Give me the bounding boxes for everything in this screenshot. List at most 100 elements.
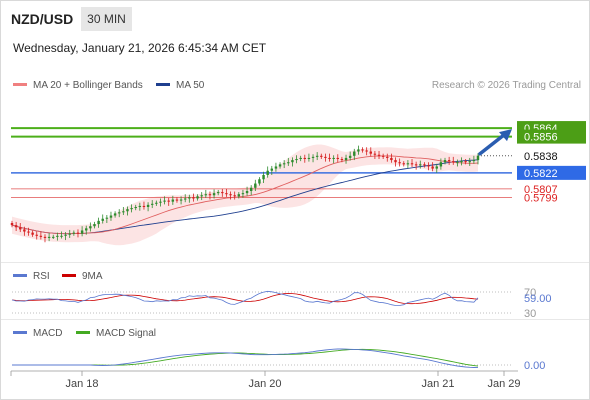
symbol-title: NZD/USD	[11, 11, 74, 27]
chart-datetime: Wednesday, January 21, 2026 6:45:34 AM C…	[13, 41, 267, 55]
candle-body	[348, 155, 352, 158]
candle-body	[142, 205, 146, 207]
candle-body	[31, 232, 34, 235]
candle-body	[72, 232, 76, 234]
legend-label-9ma: 9MA	[82, 271, 103, 282]
candle-body	[101, 218, 104, 221]
ma20-line	[11, 155, 479, 235]
candle-body	[233, 195, 236, 197]
candle-body	[68, 233, 71, 235]
price-label-box	[517, 129, 586, 144]
candle-body	[97, 220, 100, 225]
candle-body	[43, 236, 47, 238]
candle-body	[89, 226, 92, 229]
candle-body	[126, 209, 129, 212]
candle-body	[423, 164, 426, 166]
candle-body	[340, 159, 344, 161]
candle-body	[377, 154, 381, 156]
candle-body	[344, 157, 348, 161]
rsi-tick-30: 30	[524, 308, 536, 320]
candle-body	[311, 156, 315, 158]
candle-body	[171, 199, 175, 202]
candle-body	[163, 200, 166, 202]
candle-body	[295, 159, 298, 161]
projection-arrow-shaft	[478, 132, 507, 156]
candle-body	[146, 204, 150, 207]
candle-body	[476, 155, 480, 161]
candle-body	[472, 160, 476, 162]
candle-body	[460, 161, 463, 163]
candle-body	[47, 236, 51, 238]
legend-macd-signal: MACD Signal	[76, 328, 156, 339]
candle-body	[452, 161, 455, 163]
candle-body	[361, 149, 364, 151]
candle-body	[19, 227, 22, 230]
candle-body	[23, 229, 26, 232]
candle-body	[254, 183, 257, 188]
candle-body	[39, 235, 43, 237]
candle-body	[188, 197, 191, 199]
x-tick-label: Jan 18	[65, 378, 98, 390]
candle-body	[208, 194, 212, 196]
candle-body	[64, 234, 67, 236]
legend-swatch-rsi	[13, 273, 27, 277]
candle-body	[303, 157, 307, 159]
candle-body	[155, 202, 158, 204]
candle-body	[274, 166, 278, 169]
legend-swatch-macd	[13, 330, 27, 334]
candle-body	[414, 164, 418, 166]
rsi-line	[11, 290, 479, 306]
research-credit: Research © 2026 Trading Central	[431, 80, 581, 91]
candle-body	[113, 213, 117, 216]
candle-body	[245, 191, 249, 194]
candle-body	[299, 157, 302, 159]
candle-body	[456, 162, 459, 164]
legend-ma20-bollinger: MA 20 + Bollinger Bands	[13, 80, 143, 91]
candle-body	[328, 157, 331, 159]
candle-body	[56, 235, 59, 237]
candle-body	[410, 163, 414, 165]
macd-line	[12, 348, 479, 368]
candle-body	[369, 151, 373, 154]
candle-body	[150, 203, 154, 205]
candle-body	[287, 162, 290, 164]
candle-body	[35, 234, 38, 236]
candle-body	[192, 197, 195, 199]
candle-body	[138, 205, 142, 207]
price-label-support: 0.5799	[524, 192, 558, 204]
candle-body	[85, 228, 88, 231]
bollinger-band	[12, 144, 478, 246]
candle-body	[225, 193, 228, 195]
timeframe-button[interactable]: 30 MIN	[81, 7, 132, 31]
candle-body	[196, 196, 199, 199]
candle-body	[167, 200, 170, 202]
legend-label-ma20: MA 20 + Bollinger Bands	[33, 80, 143, 91]
candle-body	[315, 155, 319, 157]
candle-body	[14, 225, 18, 228]
candle-body	[320, 155, 323, 157]
candle-body	[130, 208, 133, 210]
candle-body	[105, 217, 109, 219]
candle-body	[270, 168, 274, 171]
candle-body	[439, 162, 443, 167]
candle-body	[134, 207, 137, 209]
candle-body	[212, 193, 216, 196]
panel-divider-macd	[1, 319, 589, 320]
candle-body	[419, 164, 422, 166]
price-label-box	[517, 148, 586, 163]
candle-body	[431, 166, 434, 169]
candle-body	[394, 160, 397, 163]
rsi-current-label: 59.00	[524, 293, 552, 305]
candle-body	[291, 160, 294, 163]
legend-swatch-ma20	[13, 82, 27, 86]
candle-body	[386, 156, 389, 158]
candle-body	[216, 192, 220, 194]
price-label-pivot: 0.5822	[524, 168, 558, 180]
candle-body	[10, 223, 14, 226]
price-label-support: 0.5807	[524, 184, 558, 196]
candle-body	[241, 193, 245, 195]
x-tick-label: Jan 21	[421, 378, 454, 390]
legend-label-rsi: RSI	[33, 271, 50, 282]
projection-arrow-head	[499, 129, 512, 142]
candle-body	[398, 162, 401, 164]
